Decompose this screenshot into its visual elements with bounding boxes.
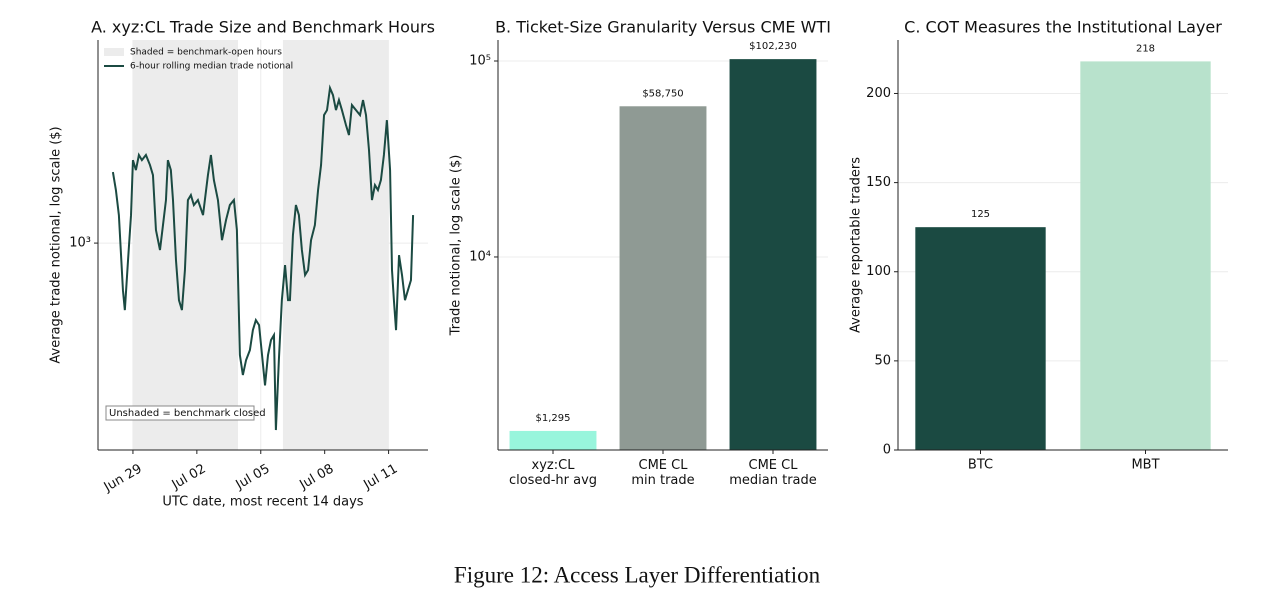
data-line: [111, 84, 415, 431]
x-tick-label: Jul 02: [169, 462, 209, 494]
y-tick-label: 200: [866, 86, 891, 101]
annotation: Unshaded = benchmark closed: [109, 408, 266, 419]
bar: [915, 227, 1046, 450]
x-tick-label: CME CL min trade: [631, 458, 694, 488]
legend-label: Shaded = benchmark-open hours: [130, 48, 282, 58]
value-label: 125: [971, 209, 990, 220]
legend-swatch: [104, 48, 124, 56]
figure-caption: Figure 12: Access Layer Differentiation: [454, 562, 821, 587]
chart-title: C. COT Measures the Institutional Layer: [904, 18, 1222, 37]
y-tick-label: 10⁴: [469, 249, 491, 264]
y-axis-label: Average reportable traders: [849, 157, 864, 333]
x-tick-label: xyz:CL closed-hr avg: [509, 458, 597, 488]
y-tick-label: 150: [866, 175, 891, 190]
value-label: $102,230: [749, 41, 797, 52]
value-label: 218: [1136, 43, 1155, 54]
x-tick-label: Jun 29: [101, 462, 145, 496]
x-tick-label: Jul 08: [297, 462, 337, 494]
y-tick-label: 50: [874, 353, 891, 368]
chart-title: B. Ticket-Size Granularity Versus CME WT…: [495, 18, 831, 37]
y-tick-label: 10³: [69, 236, 91, 251]
x-tick-label: BTC: [968, 458, 993, 473]
y-tick-label: 100: [866, 264, 891, 279]
bar: [1080, 61, 1211, 451]
value-label: $58,750: [642, 88, 683, 99]
y-axis-label: Average trade notional, log scale ($): [49, 126, 64, 363]
x-tick-label: MBT: [1131, 458, 1159, 473]
bar: [619, 106, 707, 450]
y-tick-label: 0: [883, 443, 891, 458]
legend-label: 6-hour rolling median trade notional: [130, 62, 293, 72]
bar: [729, 59, 817, 450]
x-tick-label: Jul 05: [233, 462, 273, 494]
value-label: $1,295: [536, 413, 571, 424]
x-tick-label: CME CL median trade: [729, 458, 817, 488]
y-axis-label: Trade notional, log scale ($): [449, 155, 464, 337]
annotation-box: [105, 405, 255, 421]
x-tick-label: Jul 11: [360, 462, 400, 494]
chart-title: A. xyz:CL Trade Size and Benchmark Hours: [91, 18, 435, 37]
shaded-span: [282, 40, 388, 450]
bar: [509, 430, 597, 450]
x-axis-label: UTC date, most recent 14 days: [162, 495, 363, 510]
y-tick-label: 10⁵: [469, 54, 491, 69]
